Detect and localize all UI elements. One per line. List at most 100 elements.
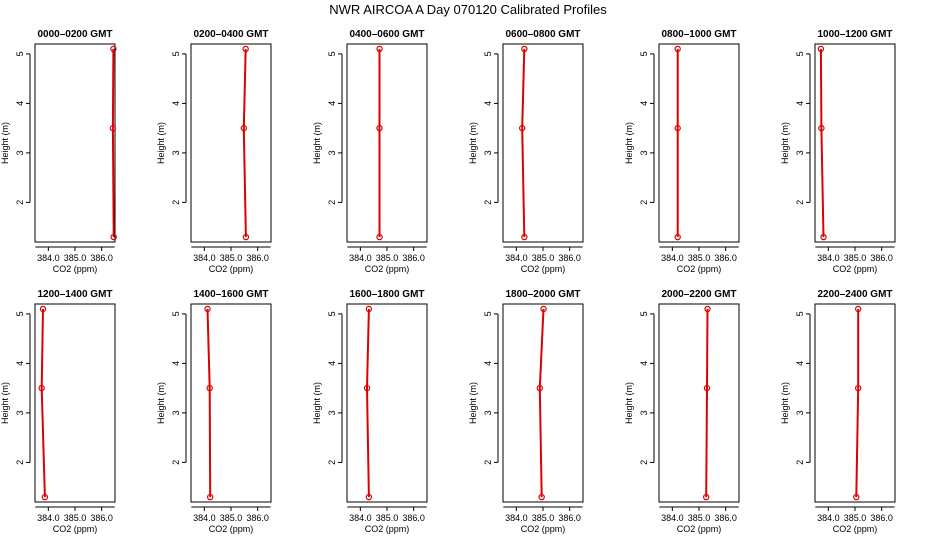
x-axis-label: CO2 (ppm) [365, 264, 410, 274]
data-point [365, 305, 373, 313]
data-point [674, 124, 681, 132]
y-axis-label: Height (m) [156, 122, 166, 164]
y-axis-label: Height (m) [156, 382, 166, 424]
x-axis-label: CO2 (ppm) [53, 524, 98, 534]
panel-title: 0000–0200 GMT [37, 29, 112, 40]
x-tick-label: 384.0 [193, 513, 216, 523]
profile-line [206, 308, 212, 498]
y-tick-label: 2 [15, 460, 25, 465]
x-axis-label: CO2 (ppm) [209, 264, 254, 274]
x-tick-label: 384.0 [37, 253, 60, 263]
y-tick-label: 4 [327, 361, 337, 366]
data-point [853, 493, 860, 501]
y-tick-label: 5 [639, 311, 649, 316]
y-tick-label: 5 [639, 51, 649, 56]
data-point [110, 45, 117, 53]
y-tick-label: 3 [15, 410, 25, 415]
data-point [818, 124, 825, 132]
data-point [817, 45, 825, 53]
data-point [206, 384, 213, 392]
plot-frame [658, 303, 740, 503]
plot-frame [346, 43, 428, 243]
data-point [703, 493, 710, 501]
x-tick-label: 386.0 [402, 513, 425, 523]
figure-title: NWR AIRCOA A Day 070120 Calibrated Profi… [329, 2, 607, 17]
data-point [704, 305, 711, 313]
data-point [674, 233, 681, 241]
profile-line [855, 309, 860, 498]
data-point [363, 384, 371, 392]
x-tick-label: 385.0 [532, 513, 555, 523]
profile-line [521, 48, 526, 238]
y-tick-label: 3 [639, 150, 649, 155]
x-axis-label: CO2 (ppm) [677, 264, 722, 274]
data-point [536, 384, 544, 392]
profile-line [365, 308, 370, 498]
panel-title: 0600–0800 GMT [505, 29, 580, 40]
data-point [206, 493, 214, 501]
data-point [540, 305, 547, 313]
y-tick-label: 5 [327, 51, 337, 56]
y-tick-label: 3 [795, 410, 805, 415]
y-tick-label: 5 [171, 311, 181, 316]
x-axis-label: CO2 (ppm) [53, 264, 98, 274]
data-point [519, 124, 526, 132]
y-tick-label: 3 [327, 150, 337, 155]
y-tick-label: 5 [327, 311, 337, 316]
data-point [376, 124, 383, 132]
x-tick-label: 384.0 [37, 513, 60, 523]
data-point [242, 45, 249, 53]
panel-title: 1200–1400 GMT [37, 289, 112, 300]
y-tick-label: 4 [15, 101, 25, 106]
y-tick-label: 2 [15, 200, 25, 205]
x-tick-label: 386.0 [558, 513, 581, 523]
profile-line [242, 48, 247, 238]
x-tick-label: 385.0 [220, 513, 243, 523]
x-tick-label: 384.0 [661, 513, 684, 523]
y-tick-label: 3 [171, 150, 181, 155]
x-tick-label: 386.0 [402, 253, 425, 263]
plot-frame [190, 303, 272, 503]
panel-title: 1400–1600 GMT [193, 289, 268, 300]
x-tick-label: 385.0 [376, 513, 399, 523]
x-tick-label: 385.0 [532, 253, 555, 263]
data-point [855, 305, 862, 313]
y-axis-label: Height (m) [468, 382, 478, 424]
y-tick-label: 4 [795, 101, 805, 106]
y-tick-label: 2 [795, 200, 805, 205]
y-tick-label: 4 [171, 361, 181, 366]
y-axis-label: Height (m) [0, 382, 10, 424]
y-tick-label: 4 [795, 361, 805, 366]
panel-title: 2200–2400 GMT [817, 289, 892, 300]
x-tick-label: 384.0 [817, 513, 840, 523]
y-tick-label: 4 [483, 361, 493, 366]
y-tick-label: 3 [483, 150, 493, 155]
x-tick-label: 384.0 [505, 253, 528, 263]
x-tick-label: 385.0 [844, 513, 867, 523]
y-axis-label: Height (m) [468, 122, 478, 164]
data-point [109, 124, 117, 132]
x-tick-label: 385.0 [844, 253, 867, 263]
data-point [855, 384, 862, 392]
plot-frame [502, 303, 584, 503]
x-tick-label: 385.0 [688, 253, 711, 263]
y-axis-label: Height (m) [624, 382, 634, 424]
data-point [39, 305, 47, 313]
plot-frame [658, 43, 740, 243]
y-tick-label: 3 [171, 410, 181, 415]
x-tick-label: 386.0 [558, 253, 581, 263]
panel-title: 2000–2200 GMT [661, 289, 736, 300]
y-axis-label: Height (m) [780, 122, 790, 164]
y-tick-label: 5 [795, 311, 805, 316]
x-tick-label: 384.0 [817, 253, 840, 263]
y-axis-label: Height (m) [312, 382, 322, 424]
y-tick-label: 5 [483, 51, 493, 56]
